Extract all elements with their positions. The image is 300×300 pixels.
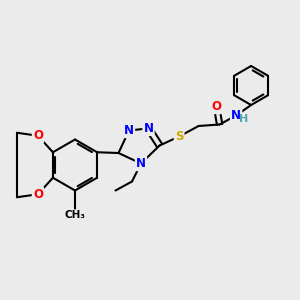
Text: N: N [136, 157, 146, 170]
Text: O: O [212, 100, 222, 113]
Text: H: H [239, 114, 248, 124]
Text: S: S [175, 130, 183, 143]
Text: N: N [143, 122, 154, 135]
Text: O: O [33, 188, 43, 201]
Text: N: N [231, 109, 241, 122]
Text: N: N [124, 124, 134, 137]
Text: CH₃: CH₃ [64, 210, 86, 220]
Text: O: O [33, 129, 43, 142]
